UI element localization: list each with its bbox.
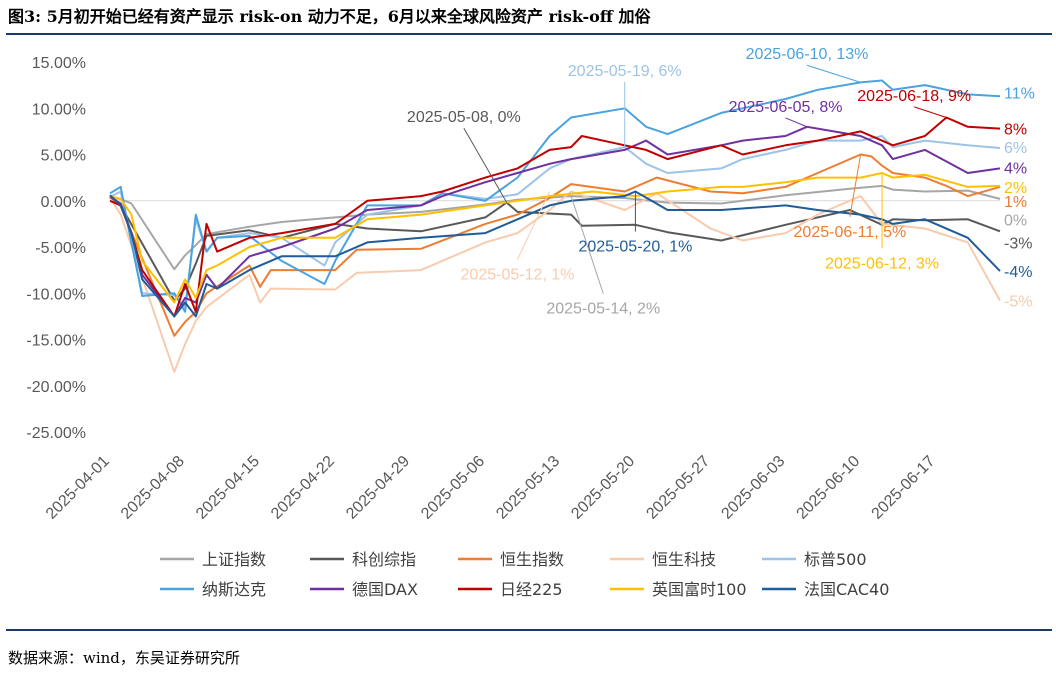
x-tick-label: 2025-04-01: [43, 453, 113, 523]
annotation-leader: [517, 191, 551, 260]
legend-label: 日经225: [500, 580, 563, 599]
series-line-德国DAX: [109, 125, 1001, 318]
legend-label: 纳斯达克: [202, 580, 266, 599]
legend-label: 英国富时100: [652, 580, 747, 599]
x-tick-label: 2025-05-06: [418, 453, 488, 523]
series-line-恒生指数: [109, 153, 1001, 337]
x-tick-label: 2025-06-03: [718, 453, 788, 523]
end-label: -5%: [1004, 294, 1032, 311]
figure-title: 图3: 5月初开始已经有资产显示 risk-on 动力不足，6月以来全球风险资产…: [8, 7, 651, 26]
annotation-leader: [849, 154, 862, 217]
annotation-label: 2025-05-14, 2%: [546, 301, 660, 318]
annotation-label: 2025-06-12, 3%: [825, 255, 939, 272]
series-line-科创综指: [109, 195, 1001, 302]
y-tick-label: -25.00%: [26, 425, 86, 442]
legend-label: 恒生指数: [500, 550, 564, 569]
y-tick-label: 15.00%: [32, 55, 86, 72]
legend-label: 科创综指: [352, 550, 416, 569]
annotation-label: 2025-06-11, 5%: [794, 224, 907, 241]
annotation-leader: [570, 195, 604, 294]
x-tick-label: 2025-05-13: [493, 453, 563, 523]
annotation-label: 2025-05-12, 1%: [461, 266, 575, 283]
series-line-英国富时100: [109, 172, 1001, 304]
legend-label: 上证指数: [202, 550, 266, 569]
bottom-rule: [6, 629, 1052, 631]
end-label: 4%: [1004, 160, 1027, 177]
annotation-label: 2025-06-05, 8%: [729, 99, 843, 116]
y-tick-label: -5.00%: [35, 240, 86, 257]
source-note: 数据来源：wind，东吴证券研究所: [8, 649, 240, 667]
x-tick-label: 2025-06-10: [794, 453, 864, 523]
legend-label: 德国DAX: [352, 580, 418, 599]
x-tick-label: 2025-04-15: [193, 453, 263, 523]
end-label: -4%: [1004, 264, 1032, 281]
legend-label: 标普500: [804, 550, 867, 569]
end-label: 0%: [1004, 212, 1027, 229]
annotation-label: 2025-05-20, 1%: [578, 239, 692, 256]
y-tick-label: 10.00%: [32, 101, 86, 118]
series-line-日经225: [109, 116, 1001, 318]
x-tick-label: 2025-04-08: [118, 453, 188, 523]
end-label: 6%: [1004, 140, 1027, 157]
y-tick-label: 5.00%: [41, 148, 86, 165]
x-tick-label: 2025-04-22: [268, 453, 338, 523]
x-tick-label: 2025-05-27: [643, 453, 713, 523]
x-tick-label: 2025-05-20: [568, 453, 638, 523]
annotation-label: 2025-06-18, 9%: [857, 88, 971, 105]
end-label: 8%: [1004, 122, 1027, 139]
end-label: 11%: [1004, 86, 1035, 103]
x-tick-label: 2025-06-17: [869, 453, 939, 523]
y-tick-label: -15.00%: [26, 333, 86, 350]
end-label: 1%: [1004, 194, 1027, 211]
annotation-leader: [463, 127, 508, 203]
annotation-leader: [914, 106, 947, 118]
end-label: 2%: [1004, 180, 1027, 197]
top-rule: [6, 33, 1052, 35]
annotation-label: 2025-05-08, 0%: [407, 109, 521, 126]
end-label: -3%: [1004, 235, 1032, 252]
legend-label: 恒生科技: [652, 550, 716, 569]
series-line-恒生科技: [109, 190, 1001, 373]
y-tick-label: -10.00%: [26, 286, 86, 303]
annotation-label: 2025-05-19, 6%: [568, 63, 682, 80]
x-tick-label: 2025-04-29: [343, 453, 413, 523]
series-line-纳斯达克: [109, 79, 1001, 313]
legend-label: 法国CAC40: [804, 580, 889, 599]
annotation-leader: [785, 117, 808, 128]
series-line-法国CAC40: [109, 190, 1001, 318]
y-tick-label: 0.00%: [41, 194, 86, 211]
annotation-label: 2025-06-10, 13%: [746, 46, 869, 63]
y-tick-label: -20.00%: [26, 379, 86, 396]
line-chart: 15.00% 10.00% 5.00% 0.00% -5.00% -10.00% -15.0…: [26, 46, 1035, 599]
annotation-leader: [806, 64, 861, 83]
